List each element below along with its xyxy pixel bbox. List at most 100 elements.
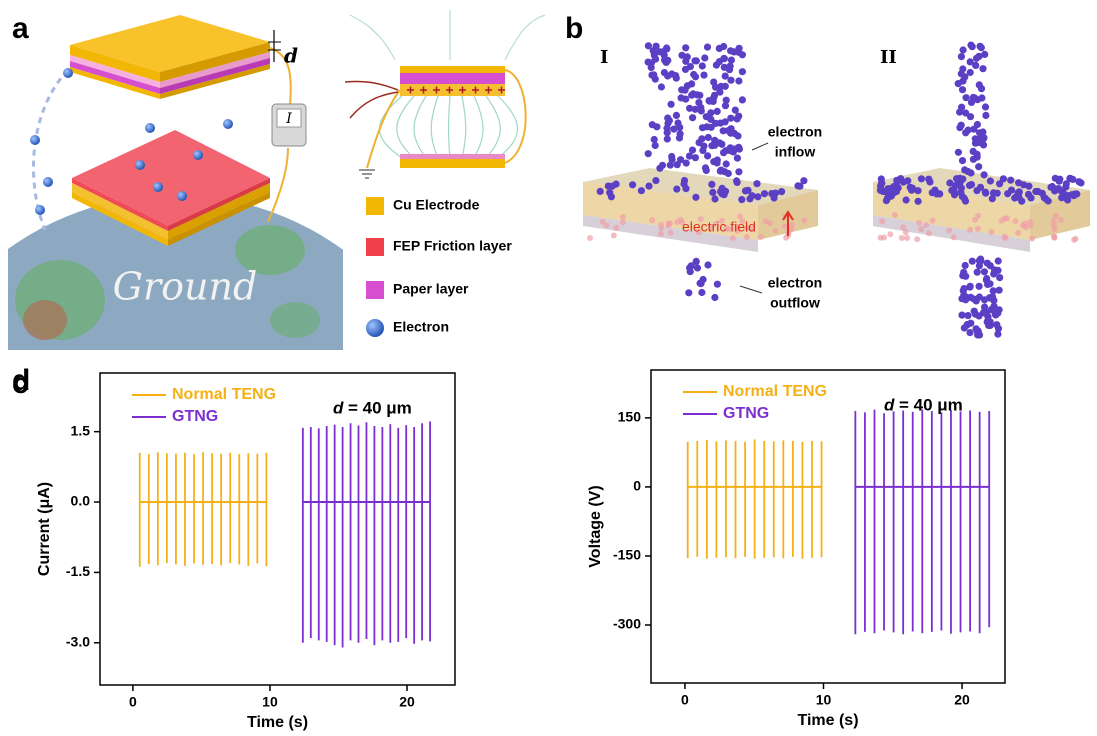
electron-dot (878, 180, 885, 187)
charge-dot (926, 230, 932, 236)
electron-dot (978, 94, 985, 101)
electron-dot (713, 62, 720, 69)
electron-dot (996, 274, 1003, 281)
electron-dot (691, 57, 698, 64)
electron-dot (692, 73, 699, 80)
legend-label: Electron (393, 319, 449, 335)
electron-dot (915, 198, 922, 205)
charge-dot (916, 220, 922, 226)
field-line (397, 96, 414, 158)
electron-dot (708, 181, 715, 188)
electron-dot (673, 186, 680, 193)
field-line (350, 10, 545, 60)
y-tick-label: 0.0 (71, 493, 91, 509)
ground-symbol (359, 170, 375, 178)
electron-dot (701, 54, 708, 61)
electrode (400, 158, 505, 168)
electron-dot (968, 181, 975, 188)
x-tick-label: 0 (681, 692, 689, 708)
charge-dot (923, 222, 929, 228)
electron-dot (723, 160, 730, 167)
gap-label: d (284, 44, 298, 68)
electron-dot (966, 329, 973, 336)
annotation-var: d (884, 395, 895, 414)
charge-dot (972, 217, 978, 223)
charge-dot (946, 228, 952, 234)
electron (193, 150, 203, 160)
electron-dot (974, 269, 981, 276)
legend-label: Normal TENG (723, 383, 827, 400)
electron-dot (704, 261, 711, 268)
fep-layer (400, 154, 505, 159)
electron-dot (652, 142, 659, 149)
electron-dot (722, 118, 729, 125)
electron-dot (891, 189, 898, 196)
electron-dot (704, 44, 711, 51)
electron-dot (953, 175, 960, 182)
electron-dot (778, 188, 785, 195)
electron-dot (681, 177, 688, 184)
y-tick-label: -300 (613, 616, 641, 632)
electron-dot (727, 147, 734, 154)
figure: GroundIdCu ElectrodeFEP Friction layerPa… (0, 0, 1097, 736)
electron-dot (645, 183, 652, 190)
legend-label: Normal TENG (172, 386, 276, 403)
electron-dot (976, 293, 983, 300)
ground-label: Ground (113, 265, 258, 309)
field-line (486, 96, 500, 158)
electron-dot (739, 96, 746, 103)
electron-dot (1027, 194, 1034, 201)
electron-dot (976, 139, 983, 146)
electron-dot (982, 189, 989, 196)
electron-dot (605, 183, 612, 190)
electron-dot (682, 185, 689, 192)
electron-dot (761, 190, 768, 197)
pointer (740, 286, 762, 293)
pointer (752, 143, 768, 150)
electron-dot (714, 281, 721, 288)
electron-dot (958, 53, 965, 60)
electron-dot (961, 324, 968, 331)
charge-dot (887, 231, 893, 237)
inflow-label: inflow (775, 144, 816, 160)
electron-dot (967, 320, 974, 327)
annotation: = 40 μm (348, 398, 412, 417)
electron (145, 123, 155, 133)
paper-layer (400, 73, 505, 84)
electron-dot (676, 134, 683, 141)
x-axis-label: Time (s) (247, 714, 308, 731)
electron-dot (957, 189, 964, 196)
outflow-label: electron (768, 275, 822, 291)
electron-dot (686, 105, 693, 112)
electron-dot (903, 196, 910, 203)
legend-label: GTNG (172, 408, 218, 425)
electron-dot (682, 44, 689, 51)
electron (43, 177, 53, 187)
electron-dot (735, 77, 742, 84)
electron-dot (735, 49, 742, 56)
electrode (400, 66, 505, 73)
electron-dot (735, 168, 742, 175)
charge-dot (744, 234, 750, 240)
electron-dot (689, 147, 696, 154)
electron-dot (918, 175, 925, 182)
field-line (462, 96, 466, 158)
electron-dot (1007, 177, 1014, 184)
charge-dot (649, 217, 655, 223)
electron-dot (996, 287, 1003, 294)
x-tick-label: 10 (816, 692, 832, 708)
electron-dot (963, 94, 970, 101)
electron-dot (683, 160, 690, 167)
panel-label: a (12, 12, 29, 45)
inflow-label: electron (768, 124, 822, 140)
electron-dot (732, 107, 739, 114)
electron-dot (692, 154, 699, 161)
electron-dot (722, 73, 729, 80)
electron-dot (690, 90, 697, 97)
electron-dot (648, 64, 655, 71)
electron (135, 160, 145, 170)
electron-dot (967, 58, 974, 65)
electron-dot (652, 177, 659, 184)
charge-dot (879, 218, 885, 224)
electron-dot (692, 194, 699, 201)
